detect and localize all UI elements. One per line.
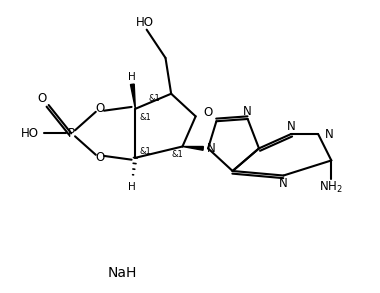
Polygon shape <box>130 84 135 109</box>
Text: &1: &1 <box>149 94 160 103</box>
Text: N: N <box>287 120 295 133</box>
Text: &1: &1 <box>140 146 152 156</box>
Text: N: N <box>242 105 251 118</box>
Text: NaH: NaH <box>108 266 137 280</box>
Text: P: P <box>68 127 75 140</box>
Text: N: N <box>325 127 334 141</box>
Text: HO: HO <box>21 127 39 140</box>
Text: N: N <box>207 142 216 155</box>
Text: O: O <box>95 102 104 115</box>
Text: NH$_2$: NH$_2$ <box>320 180 343 195</box>
Text: O: O <box>95 151 104 164</box>
Text: N: N <box>279 177 288 190</box>
Text: HO: HO <box>136 16 154 29</box>
Text: O: O <box>37 92 46 105</box>
Text: &1: &1 <box>140 113 152 122</box>
Text: O: O <box>203 106 212 119</box>
Polygon shape <box>182 146 203 150</box>
Text: H: H <box>128 182 136 192</box>
Text: H: H <box>128 72 136 82</box>
Text: &1: &1 <box>171 149 183 159</box>
